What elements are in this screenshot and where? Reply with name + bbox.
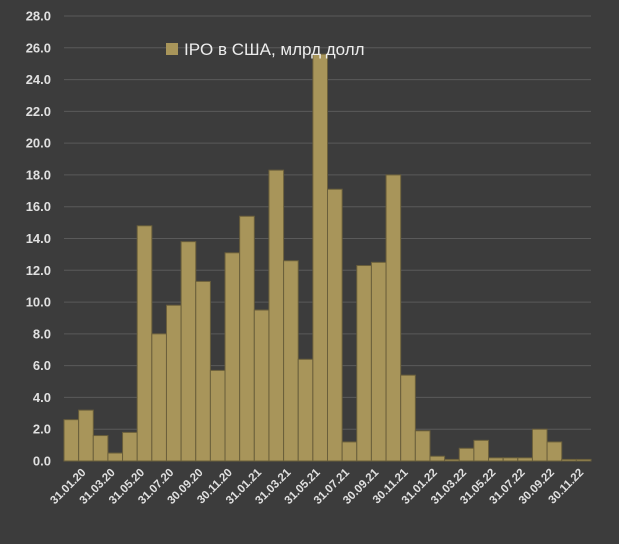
bar-30.04.21 [283, 260, 299, 462]
bar-31.05.22 [473, 439, 490, 462]
bar-31.05.20 [122, 431, 138, 462]
y-tick-label: 8.0 [33, 326, 51, 341]
bar-31.03.21 [268, 169, 285, 462]
bar-31.03.20 [92, 435, 109, 462]
legend-label: IPO в США, млрд долл [184, 40, 365, 59]
bar-30.04.20 [107, 452, 124, 462]
y-axis-tick-labels: 0.0 2.0 4.0 6.0 8.0 10.0 12.0 14.0 16.0 18.0 20.0 2… [26, 9, 51, 469]
bar-31.08.21 [341, 441, 358, 462]
bar-31.12.22 [575, 458, 592, 462]
bar-30.06.22 [488, 457, 504, 462]
y-tick-label: 0.0 [33, 454, 51, 469]
bar-30.11.21 [385, 174, 402, 462]
bar-30.11.22 [561, 458, 577, 462]
bar-31.01.22 [414, 430, 431, 462]
y-tick-label: 26.0 [26, 40, 51, 55]
bar-31.10.21 [370, 261, 387, 462]
bar-31.10.20 [195, 280, 211, 462]
x-axis-tick-labels: 31.01.2031.03.2031.05.2031.07.2030.09.20… [48, 466, 586, 507]
bar-31.07.20 [151, 333, 167, 462]
bar-31.05.21 [297, 358, 314, 462]
y-tick-label: 16.0 [26, 199, 51, 214]
y-tick-label: 12.0 [26, 263, 51, 278]
y-tick-label: 4.0 [33, 390, 51, 405]
bar-31.12.20 [224, 252, 241, 462]
legend-swatch [166, 43, 178, 55]
y-tick-label: 10.0 [26, 295, 51, 310]
bar-30.06.21 [312, 53, 329, 462]
y-tick-label: 28.0 [26, 9, 51, 24]
bar-31.10.22 [546, 441, 563, 462]
y-tick-label: 20.0 [26, 136, 51, 151]
y-tick-label: 18.0 [26, 167, 51, 182]
bar-30.09.20 [180, 241, 197, 462]
y-tick-label: 22.0 [26, 104, 51, 119]
y-tick-label: 6.0 [33, 358, 51, 373]
bar-29.02.20 [78, 409, 94, 462]
bar-31.12.21 [400, 374, 416, 462]
y-tick-label: 14.0 [26, 231, 51, 246]
bar-31.07.22 [502, 457, 519, 462]
bar-28.02.22 [429, 455, 446, 462]
bar-31.07.21 [327, 188, 343, 462]
bar-31.01.20 [63, 419, 80, 462]
bar-31.08.20 [165, 304, 182, 462]
bar-30.09.21 [356, 265, 372, 462]
bar-30.11.20 [209, 369, 226, 462]
bar-31.08.22 [517, 457, 533, 462]
bar-30.09.22 [531, 428, 548, 462]
bar-30.06.20 [136, 225, 153, 462]
legend: IPO в США, млрд долл [166, 40, 365, 59]
bar-28.02.21 [253, 309, 270, 462]
bar-30.04.22 [458, 447, 475, 462]
bars [63, 53, 592, 462]
y-tick-label: 24.0 [26, 72, 51, 87]
bar-31.01.21 [239, 215, 255, 462]
y-tick-label: 2.0 [33, 422, 51, 437]
bar-31.03.22 [444, 458, 460, 462]
